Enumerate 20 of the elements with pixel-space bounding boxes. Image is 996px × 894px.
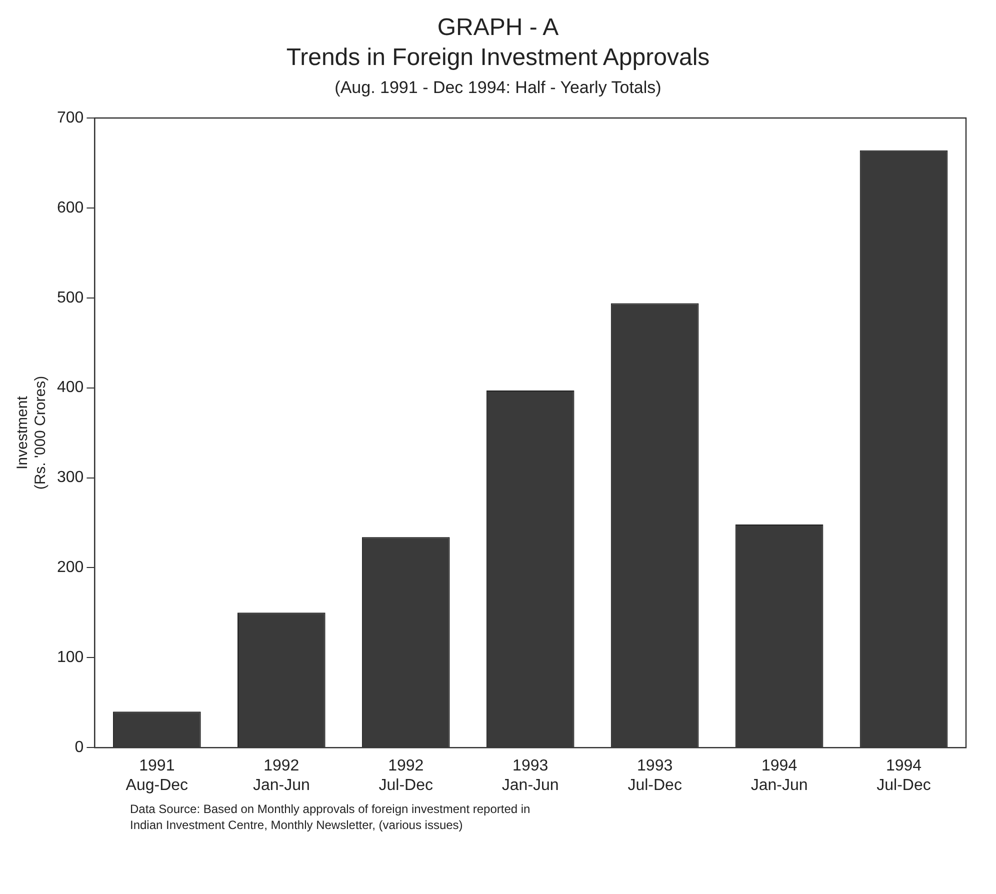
y-tick-label: 200 [56,559,84,576]
chart-subtitle: Trends in Foreign Investment Approvals [285,44,711,72]
x-tick-label: 1993 Jul-Dec [628,758,682,794]
source-note: Data Source: Based on Monthly approvals of foreign investment reported in Indian Investment Centre, Monthly Newsletter, (various issues) [130,802,532,834]
text: (Aug. 1991 - Dec 1994: Half - Yearly Totals) [334,78,662,98]
y-axis-title: Investment (Rs. '000 Crores) [14,376,50,490]
y-tick-label: 300 [56,469,84,486]
y-tick-label: 0 [74,739,84,756]
y-tick-label: 600 [56,199,84,216]
chart-title: GRAPH - A [436,14,560,42]
x-tick-label: 1994 Jan-Jun [750,758,808,794]
x-tick-label: 1992 Jan-Jun [252,758,310,794]
x-tick-label: 1992 Jul-Dec [378,758,433,794]
y-tick-label: 100 [56,649,84,666]
x-tick-label: 1993 Jan-Jun [502,758,559,794]
y-tick-label: 400 [56,379,84,396]
y-tick-label: 700 [56,109,84,126]
x-tick-label: 1991 Aug-Dec [126,758,188,794]
y-tick-label: 500 [56,289,84,306]
x-tick-label: 1994 Jul-Dec [876,758,931,794]
